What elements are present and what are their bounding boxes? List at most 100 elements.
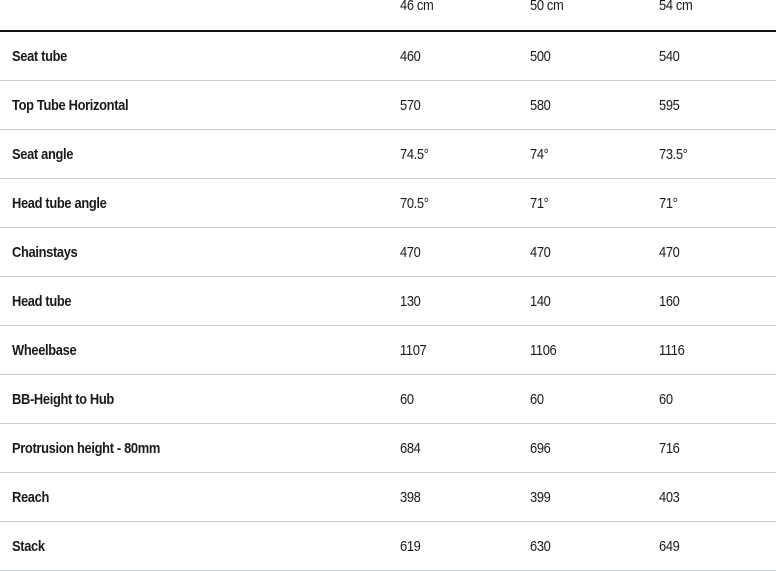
value-50cm-text: 470 (530, 243, 551, 261)
value-54cm: 60 (659, 375, 675, 423)
table-header-row: 46 cm 50 cm 54 cm (0, 0, 776, 32)
value-54cm-text: 649 (659, 537, 680, 555)
value-54cm: 71° (659, 179, 680, 227)
row-label: Stack (12, 522, 50, 570)
value-50cm-text: 399 (530, 488, 551, 506)
table-row: Seat tube 460 500 540 (0, 32, 776, 81)
value-54cm-text: 716 (659, 439, 680, 457)
table-row: BB-Height to Hub 60 60 60 (0, 375, 776, 424)
value-46cm-text: 684 (400, 439, 421, 457)
value-46cm: 470 (400, 228, 424, 276)
value-54cm-text: 540 (659, 47, 680, 65)
value-46cm: 398 (400, 473, 424, 521)
row-label-text: Seat tube (12, 47, 67, 65)
value-54cm: 73.5° (659, 130, 692, 178)
value-46cm: 70.5° (400, 179, 433, 227)
value-50cm-text: 500 (530, 47, 551, 65)
value-50cm-text: 74° (530, 145, 549, 163)
size-header-text: 46 cm (400, 0, 434, 14)
value-50cm: 696 (530, 424, 554, 472)
value-50cm: 60 (530, 375, 546, 423)
value-46cm-text: 398 (400, 488, 421, 506)
value-54cm: 470 (659, 228, 683, 276)
table-row: Reach 398 399 403 (0, 473, 776, 522)
value-54cm: 1116 (659, 326, 689, 374)
value-50cm-text: 60 (530, 390, 544, 408)
row-label-text: Stack (12, 537, 45, 555)
value-54cm: 716 (659, 424, 683, 472)
row-label-text: Reach (12, 488, 50, 506)
value-46cm-text: 570 (400, 96, 421, 114)
row-label: Seat tube (12, 32, 76, 80)
table-row: Protrusion height - 80mm 684 696 716 (0, 424, 776, 473)
row-label: Seat angle (12, 130, 83, 178)
row-label: BB-Height to Hub (12, 375, 131, 423)
value-54cm: 160 (659, 277, 683, 325)
value-50cm: 74° (530, 130, 551, 178)
value-54cm-text: 595 (659, 96, 680, 114)
table-row: Chainstays 470 470 470 (0, 228, 776, 277)
value-50cm-text: 580 (530, 96, 551, 114)
row-label: Protrusion height - 80mm (12, 424, 184, 472)
value-54cm-text: 403 (659, 488, 680, 506)
value-54cm-text: 160 (659, 292, 680, 310)
value-50cm: 71° (530, 179, 551, 227)
value-54cm: 595 (659, 81, 683, 129)
value-54cm-text: 1116 (659, 341, 685, 359)
table-body: Seat tube 460 500 540 Top Tube Horizontal 570… (0, 32, 776, 571)
row-label-text: BB-Height to Hub (12, 390, 114, 408)
value-50cm: 140 (530, 277, 554, 325)
value-50cm: 580 (530, 81, 554, 129)
row-label: Head tube (12, 277, 81, 325)
row-label: Wheelbase (12, 326, 87, 374)
value-46cm-text: 460 (400, 47, 421, 65)
value-50cm-text: 140 (530, 292, 551, 310)
value-50cm: 1106 (530, 326, 561, 374)
row-label-text: Head tube (12, 292, 72, 310)
value-46cm: 619 (400, 522, 424, 570)
table-row: Wheelbase 1107 1106 1116 (0, 326, 776, 375)
value-46cm: 60 (400, 375, 416, 423)
row-label-text: Top Tube Horizontal (12, 96, 129, 114)
value-50cm-text: 696 (530, 439, 551, 457)
value-46cm: 74.5° (400, 130, 433, 178)
value-54cm-text: 470 (659, 243, 680, 261)
value-46cm-text: 470 (400, 243, 421, 261)
size-header-text: 50 cm (530, 0, 564, 14)
row-label-text: Seat angle (12, 145, 74, 163)
value-46cm-text: 70.5° (400, 194, 429, 212)
table-row: Top Tube Horizontal 570 580 595 (0, 81, 776, 130)
row-label: Reach (12, 473, 55, 521)
row-label: Top Tube Horizontal (12, 81, 147, 129)
table-row: Seat angle 74.5° 74° 73.5° (0, 130, 776, 179)
row-label-text: Protrusion height - 80mm (12, 439, 161, 457)
table-row: Stack 619 630 649 (0, 522, 776, 571)
value-46cm: 684 (400, 424, 424, 472)
value-54cm: 649 (659, 522, 683, 570)
value-46cm: 1107 (400, 326, 431, 374)
value-46cm-text: 1107 (400, 341, 427, 359)
value-50cm-text: 71° (530, 194, 549, 212)
row-label-text: Head tube angle (12, 194, 107, 212)
value-50cm: 470 (530, 228, 554, 276)
value-50cm: 630 (530, 522, 554, 570)
value-50cm: 500 (530, 32, 554, 80)
row-label: Head tube angle (12, 179, 122, 227)
size-header-46: 46 cm (400, 0, 439, 30)
size-header-50: 50 cm (530, 0, 569, 30)
value-46cm-text: 60 (400, 390, 414, 408)
value-54cm-text: 71° (659, 194, 678, 212)
value-46cm: 570 (400, 81, 424, 129)
value-46cm: 460 (400, 32, 424, 80)
value-46cm: 130 (400, 277, 424, 325)
value-46cm-text: 130 (400, 292, 421, 310)
row-label-text: Chainstays (12, 243, 78, 261)
size-header-54: 54 cm (659, 0, 698, 30)
value-50cm-text: 1106 (530, 341, 557, 359)
table-row: Head tube 130 140 160 (0, 277, 776, 326)
value-46cm-text: 74.5° (400, 145, 429, 163)
value-54cm: 540 (659, 32, 683, 80)
row-label-text: Wheelbase (12, 341, 77, 359)
table-row: Head tube angle 70.5° 71° 71° (0, 179, 776, 228)
